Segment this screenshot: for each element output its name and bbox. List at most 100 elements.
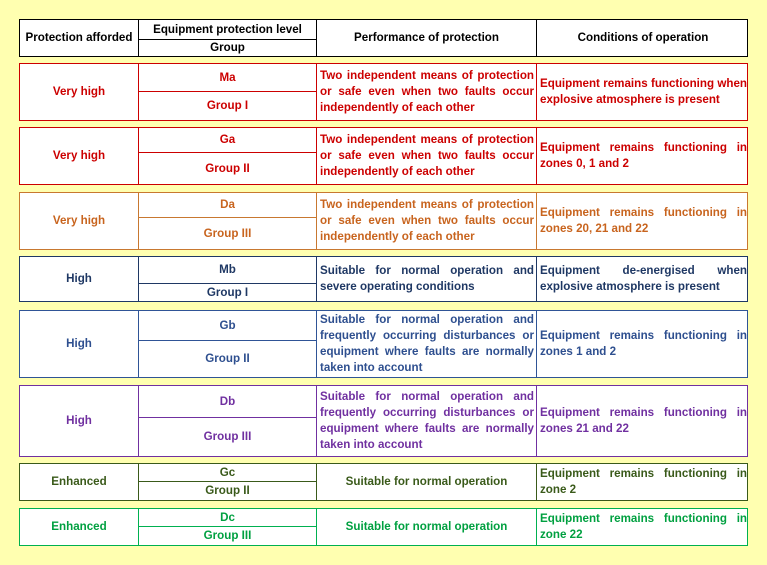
performance-cell-text: Suitable for normal operation and severe… [320,264,534,293]
performance-cell: Two independent means of protection or s… [317,64,537,120]
group-cell: Group II [139,341,317,377]
performance-cell-text: Suitable for normal operation [345,475,508,488]
performance-cell-text: Two independent means of protection or s… [320,133,534,178]
protection-cell-text: High [66,337,92,350]
epl-cell: Gb [139,311,317,341]
performance-cell: Two independent means of protection or s… [317,193,537,249]
group-cell-text: Group II [205,484,250,497]
group-cell: Group II [139,482,317,500]
protection-cell: High [20,386,139,456]
conditions-cell-text: Equipment remains functioning in zone 22 [540,512,747,541]
table-row: Enhanced Gc Group II Suitable for normal op… [19,463,748,501]
epl-cell: Gc [139,464,317,482]
epl-cell-text: Gc [219,465,236,479]
conditions-header-text: Conditions of operation [577,31,709,44]
table-row: High Db Group III Suitable for normal opera… [19,385,748,457]
table-row: Very high Ga Group II Two independent means… [19,127,748,185]
group-cell-text: Group I [206,285,249,299]
conditions-cell: Equipment remains functioning in zones 2… [537,386,749,456]
conditions-cell: Equipment de-energised when explosive at… [537,257,749,301]
conditions-cell-text: Equipment de-energised when explosive at… [540,264,747,293]
conditions-cell: Equipment remains functioning in zones 0… [537,128,749,184]
performance-header: Performance of protection [317,20,537,56]
conditions-cell: Equipment remains functioning in zones 2… [537,193,749,249]
performance-cell: Suitable for normal operation [317,509,537,545]
epl-cell-text: Ga [219,133,236,146]
protection-cell-text: Very high [52,214,106,227]
group-cell-text: Group III [203,529,252,542]
protection-cell: Enhanced [20,509,139,545]
table-row: Very high Ma Group I Two independent means … [19,63,748,121]
group-cell-text: Group I [206,99,249,112]
conditions-cell: Equipment remains functioning in zones 1… [537,311,749,377]
group-cell-text: Group III [203,430,252,443]
conditions-cell-text: Equipment remains functioning in zones 1… [540,329,747,358]
epl-header: Equipment protection level [139,20,317,40]
protection-cell-text: Very high [52,85,106,98]
performance-header-text: Performance of protection [354,31,499,44]
table-row: Enhanced Dc Group III Suitable for normal o… [19,508,748,546]
table-row: High Gb Group II Suitable for normal operat… [19,310,748,378]
epl-cell-text: Da [220,198,235,211]
header-row: Protection afforded Equipment protection … [19,19,748,57]
table-row: High Mb Group I Suitable for normal operati… [19,256,748,302]
conditions-cell-text: Equipment remains functioning in zones 2… [540,406,747,435]
conditions-cell-text: Equipment remains functioning when explo… [540,77,747,106]
epl-cell-text: Gb [219,318,236,332]
protection-cell: High [20,257,139,301]
epl-cell: Da [139,193,317,218]
conditions-cell: Equipment remains functioning in zone 2 [537,464,749,500]
protection-cell: Very high [20,128,139,184]
protection-cell-text: Enhanced [51,520,107,533]
conditions-cell-text: Equipment remains functioning in zones 2… [540,206,747,235]
group-header: Group [139,40,317,56]
protection-cell: Very high [20,64,139,120]
group-cell: Group III [139,527,317,545]
performance-cell: Suitable for normal operation [317,464,537,500]
conditions-cell: Equipment remains functioning in zone 22 [537,509,749,545]
group-cell: Group II [139,153,317,184]
epl-header-text: Equipment protection level [153,22,302,36]
protection-header-text: Protection afforded [25,31,133,44]
epl-cell: Mb [139,257,317,284]
group-cell-text: Group II [205,161,250,175]
epl-cell-text: Db [219,394,236,408]
conditions-cell-text: Equipment remains functioning in zone 2 [540,467,747,496]
group-cell: Group III [139,418,317,456]
epl-cell-text: Ma [219,70,236,84]
conditions-header: Conditions of operation [537,20,749,56]
performance-cell-text: Suitable for normal operation [345,520,508,533]
conditions-cell-text: Equipment remains functioning in zones 0… [540,141,747,170]
performance-cell: Suitable for normal operation and freque… [317,386,537,456]
performance-cell-text: Two independent means of protection or s… [320,69,534,114]
conditions-cell: Equipment remains functioning when explo… [537,64,749,120]
epl-cell-text: Mb [219,263,236,276]
performance-cell-text: Suitable for normal operation and freque… [320,390,534,451]
protection-cell-text: High [66,272,92,285]
table-row: Very high Da Group III Two independent mean… [19,192,748,250]
protection-cell-text: Enhanced [51,475,107,488]
performance-cell-text: Suitable for normal operation and freque… [320,313,534,374]
protection-cell: Enhanced [20,464,139,500]
protection-cell: High [20,311,139,377]
protection-cell-text: High [66,414,92,427]
performance-cell-text: Two independent means of protection or s… [320,198,534,243]
epl-cell: Ma [139,64,317,92]
group-header-text: Group [210,41,245,54]
performance-cell: Suitable for normal operation and freque… [317,311,537,377]
performance-cell: Two independent means of protection or s… [317,128,537,184]
group-cell: Group I [139,284,317,301]
epl-cell: Ga [139,128,317,153]
protection-cell-text: Very high [52,149,106,162]
group-cell-text: Group III [203,226,252,240]
performance-cell: Suitable for normal operation and severe… [317,257,537,301]
group-cell: Group I [139,92,317,120]
epl-cell-text: Dc [220,510,235,524]
epl-cell: Dc [139,509,317,527]
protection-header: Protection afforded [20,20,139,56]
group-cell-text: Group II [205,352,250,365]
protection-cell: Very high [20,193,139,249]
epl-cell: Db [139,386,317,418]
group-cell: Group III [139,218,317,249]
